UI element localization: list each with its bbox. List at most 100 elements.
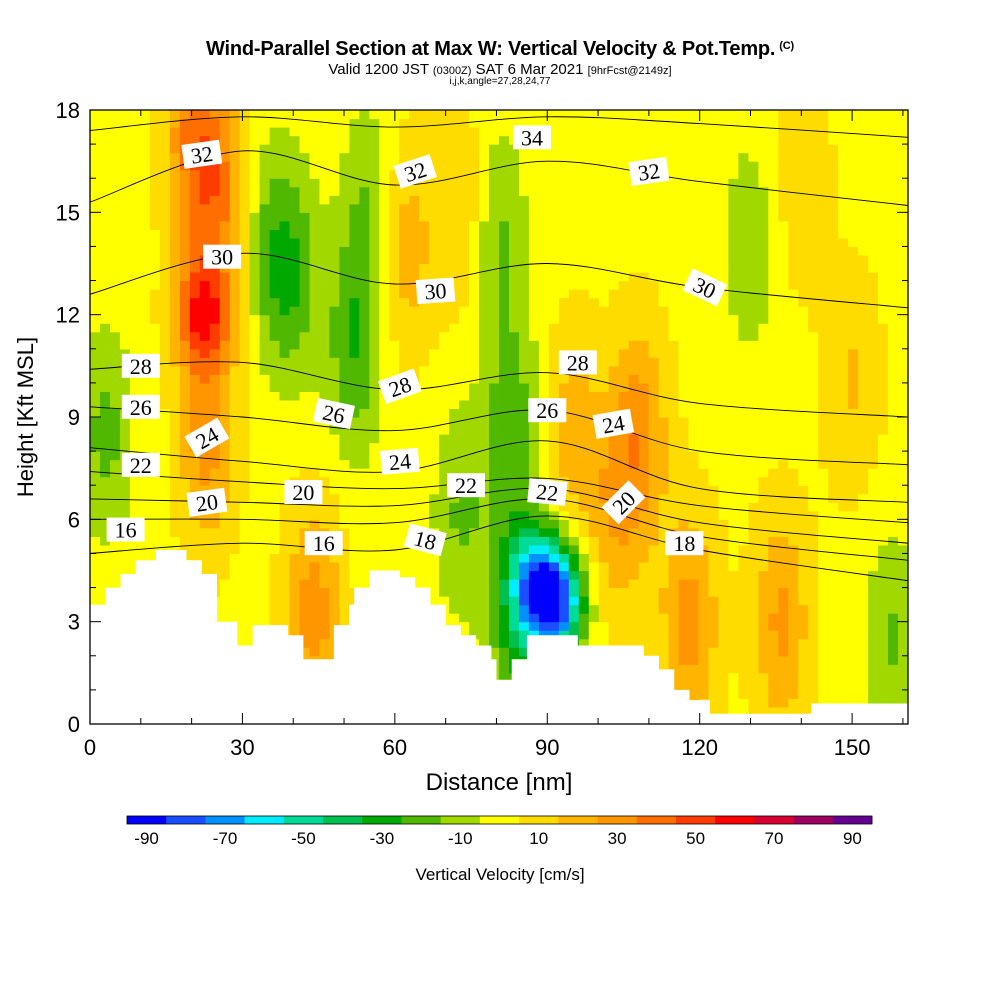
velocity-cell [369, 459, 380, 469]
velocity-cell [179, 459, 191, 469]
velocity-cell [738, 638, 749, 648]
velocity-cell [110, 570, 121, 580]
velocity-cell [399, 570, 410, 580]
velocity-cell [568, 135, 580, 145]
velocity-cell [199, 417, 211, 427]
velocity-cell [658, 203, 670, 213]
velocity-cell [459, 562, 470, 572]
velocity-cell [548, 331, 560, 341]
velocity-cell [698, 621, 710, 631]
velocity-cell [728, 212, 739, 222]
velocity-cell [149, 476, 161, 486]
velocity-cell [568, 596, 580, 606]
velocity-cell [618, 144, 630, 154]
velocity-cell [90, 502, 101, 512]
velocity-cell [628, 587, 640, 597]
velocity-cell [289, 255, 301, 265]
velocity-cell [289, 144, 301, 154]
velocity-cell [469, 604, 480, 614]
velocity-cell [538, 562, 550, 572]
velocity-cell [758, 544, 769, 554]
velocity-cell [100, 391, 111, 401]
velocity-cell [389, 485, 400, 495]
velocity-cell [688, 314, 700, 324]
velocity-cell [758, 186, 769, 196]
velocity-cell [548, 570, 560, 580]
velocity-cell [429, 596, 440, 606]
velocity-cell [110, 297, 121, 307]
velocity-cell [209, 527, 221, 537]
velocity-cell [409, 510, 420, 520]
velocity-cell [459, 596, 470, 606]
velocity-cell [668, 621, 680, 631]
velocity-cell [708, 186, 720, 196]
velocity-cell [129, 220, 141, 230]
velocity-cell [289, 289, 301, 299]
velocity-cell [538, 365, 550, 375]
velocity-cell [259, 263, 271, 273]
velocity-cell [499, 664, 510, 674]
velocity-cell [279, 391, 291, 401]
velocity-cell [668, 485, 680, 495]
velocity-cell [389, 272, 400, 282]
velocity-cell [758, 314, 769, 324]
velocity-cell [778, 689, 789, 699]
velocity-cell [419, 408, 430, 418]
velocity-cell [229, 493, 241, 503]
velocity-cell [199, 127, 211, 137]
velocity-cell [628, 110, 640, 120]
velocity-cell [479, 382, 490, 392]
velocity-cell [139, 314, 151, 324]
velocity-cell [648, 570, 660, 580]
velocity-cell [90, 570, 101, 580]
velocity-cell [618, 186, 630, 196]
velocity-cell [289, 357, 301, 367]
velocity-cell [678, 434, 690, 444]
velocity-cell [189, 314, 201, 324]
velocity-cell [379, 169, 390, 179]
velocity-cell [648, 510, 660, 520]
velocity-cell [110, 434, 121, 444]
velocity-cell [758, 237, 769, 247]
velocity-cell [329, 442, 340, 452]
velocity-cell [758, 459, 769, 469]
velocity-cell [618, 630, 630, 640]
velocity-cell [548, 613, 560, 623]
velocity-cell [678, 152, 690, 162]
velocity-cell [299, 152, 311, 162]
velocity-cell [558, 144, 570, 154]
velocity-cell [768, 212, 779, 222]
velocity-cell [668, 417, 680, 427]
velocity-cell [688, 553, 700, 563]
velocity-cell [409, 255, 420, 265]
velocity-cell [509, 161, 520, 171]
velocity-cell [678, 263, 690, 273]
velocity-cell [100, 544, 111, 554]
velocity-cell [608, 519, 620, 529]
velocity-cell [249, 570, 261, 580]
velocity-cell [768, 553, 779, 563]
velocity-cell [748, 391, 759, 401]
velocity-cell [289, 127, 301, 137]
velocity-cell [598, 246, 610, 256]
velocity-cell [748, 630, 759, 640]
velocity-cell [538, 630, 550, 640]
velocity-cell [110, 510, 121, 520]
velocity-cell [648, 246, 660, 256]
velocity-cell [538, 314, 550, 324]
velocity-cell [209, 135, 221, 145]
velocity-cell [419, 323, 430, 333]
velocity-cell [598, 613, 610, 623]
velocity-cell [469, 425, 480, 435]
velocity-cell [319, 161, 330, 171]
velocity-cell [678, 647, 690, 657]
velocity-cell [638, 502, 650, 512]
velocity-cell [688, 161, 700, 171]
velocity-cell [299, 229, 311, 239]
velocity-cell [199, 169, 211, 179]
velocity-cell [369, 527, 380, 537]
velocity-cell [449, 331, 460, 341]
velocity-cell [349, 365, 360, 375]
velocity-cell [229, 434, 241, 444]
velocity-cell [389, 399, 400, 409]
